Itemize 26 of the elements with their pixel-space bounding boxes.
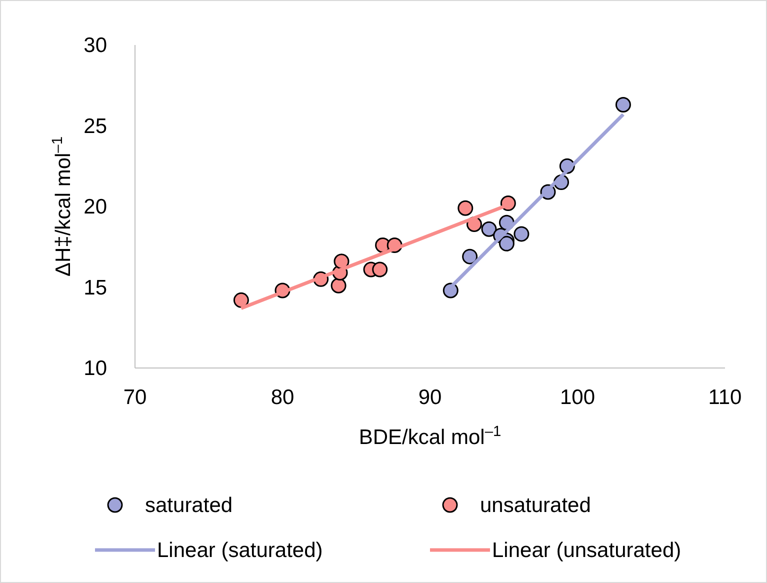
point	[442, 282, 458, 298]
y-tick-label: 30	[84, 34, 107, 57]
y-tick-label: 25	[84, 114, 107, 138]
point	[514, 226, 530, 242]
y-tick-label: 10	[84, 357, 107, 380]
y-tick-label: 15	[84, 276, 107, 300]
point	[334, 254, 350, 270]
x-tick-label: 100	[560, 386, 596, 409]
legend-label: unsaturated	[480, 494, 591, 517]
point	[481, 221, 497, 237]
point	[233, 292, 249, 308]
legend-label: Linear (unsaturated)	[492, 539, 682, 562]
point	[372, 262, 388, 278]
point	[498, 236, 514, 252]
point	[462, 248, 478, 264]
point	[615, 97, 631, 113]
point	[458, 200, 474, 216]
legend-label: Linear (saturated)	[157, 539, 323, 562]
x-tick-label: 80	[270, 386, 294, 409]
x-tick-label: 90	[418, 386, 442, 409]
x-tick-label: 110	[708, 386, 742, 409]
point	[330, 278, 346, 294]
legend-label: saturated	[145, 494, 233, 517]
x-tick-label: 70	[123, 386, 147, 409]
y-tick-label: 20	[84, 196, 107, 218]
x-axis-title: BDE/kcal mol$^{–1}$	[358, 424, 502, 449]
